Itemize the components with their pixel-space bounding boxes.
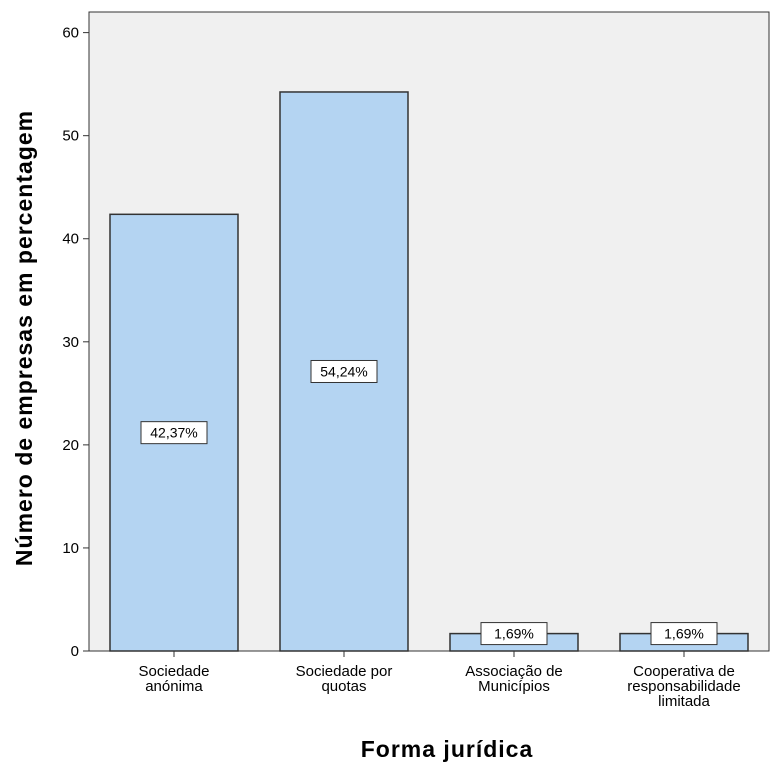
y-axis: 0 10 20 30 40 50 60 (62, 25, 89, 660)
x-tick-label: Municípios (478, 678, 550, 695)
x-tick-label: responsabilidade (627, 678, 740, 695)
y-tick-label: 50 (62, 128, 79, 145)
data-label-box (310, 359, 378, 383)
x-axis-title: Forma jurídica (361, 736, 533, 762)
x-tick-label: Cooperativa de (633, 663, 735, 680)
data-label-box (650, 622, 718, 646)
x-tick-label: Sociedade por (296, 663, 393, 680)
x-tick-label: anónima (145, 678, 203, 695)
y-tick-label: 40 (62, 231, 79, 248)
y-tick-label: 60 (62, 25, 79, 42)
x-tick-label: Associação de (465, 663, 563, 680)
y-tick-label: 10 (62, 540, 79, 557)
data-label: 54,24% (320, 363, 367, 379)
x-tick-label: limitada (658, 693, 710, 710)
y-tick-label: 20 (62, 437, 79, 454)
x-tick-label: Sociedade (139, 663, 210, 680)
y-tick-label: 30 (62, 334, 79, 351)
data-label: 42,37% (150, 425, 197, 441)
data-label: 1,69% (664, 626, 704, 642)
y-tick-label: 0 (71, 643, 79, 660)
y-axis-title: Número de empresas em percentagem (11, 110, 37, 566)
data-label-box (480, 622, 548, 646)
data-label-box (140, 421, 208, 445)
data-label: 1,69% (494, 626, 534, 642)
x-tick-label: quotas (321, 678, 366, 695)
data-labels-group: 42,37% 54,24% 1,69% 1,69% (140, 359, 718, 646)
